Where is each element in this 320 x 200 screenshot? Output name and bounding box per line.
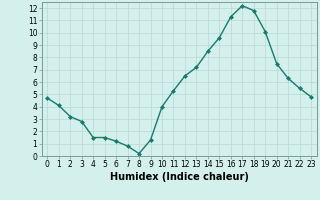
X-axis label: Humidex (Indice chaleur): Humidex (Indice chaleur) [110,172,249,182]
